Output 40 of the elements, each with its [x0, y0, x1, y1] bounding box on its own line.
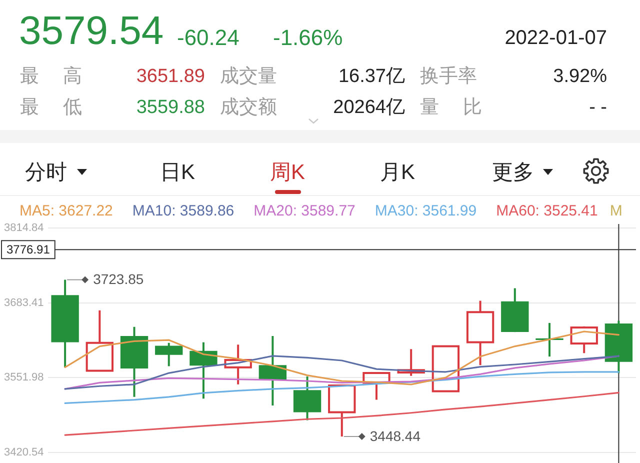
text: 3.92% — [553, 66, 607, 87]
text: MA60: 3525.41 — [496, 202, 598, 220]
text: 周K — [270, 161, 306, 184]
candlestick — [224, 344, 252, 386]
candlestick — [86, 309, 114, 372]
annotation: 3448.44 — [370, 428, 421, 444]
y-tick-label: 3551.98 — [4, 372, 44, 384]
text: 3651.89 — [136, 66, 205, 87]
text: 最 低 — [20, 97, 82, 118]
y-tick-label: 3683.41 — [4, 296, 44, 309]
text: 最 高 — [20, 66, 82, 87]
text: MA10: 3589.86 — [132, 202, 234, 220]
text: 20264亿 — [333, 97, 405, 118]
text: MA30: 3561.99 — [374, 202, 477, 220]
text: -1.66% — [273, 25, 343, 50]
text: 分时 — [25, 161, 67, 184]
text: 成交量 — [220, 66, 277, 87]
text: - - — [589, 97, 607, 118]
text: 换手率 — [420, 66, 477, 87]
y-tick-label: 3420.54 — [4, 446, 44, 458]
candlestick — [466, 300, 494, 366]
text: 更多 — [492, 161, 534, 184]
text: 16.37亿 — [338, 66, 405, 87]
ref-line-label: 3776.91 — [6, 242, 50, 256]
text: MA20: 3589.77 — [254, 202, 356, 220]
candlestick — [397, 348, 425, 377]
text: 3559.88 — [136, 97, 205, 118]
annotation: 3723.85 — [93, 271, 144, 288]
text: MA5: 3627.22 — [20, 202, 113, 220]
text: 日K — [160, 161, 196, 184]
text: 月K — [380, 161, 416, 184]
text: M — [610, 202, 622, 220]
y-tick-label: 3814.84 — [4, 222, 44, 234]
candlestick — [570, 325, 598, 354]
chart-title: 3579.54 — [19, 9, 164, 53]
text: 成交额 — [220, 97, 277, 118]
text: -60.24 — [177, 25, 240, 50]
text: 2022-01-07 — [504, 27, 607, 49]
text: 量 比 — [420, 97, 482, 118]
candlestick — [432, 345, 460, 392]
